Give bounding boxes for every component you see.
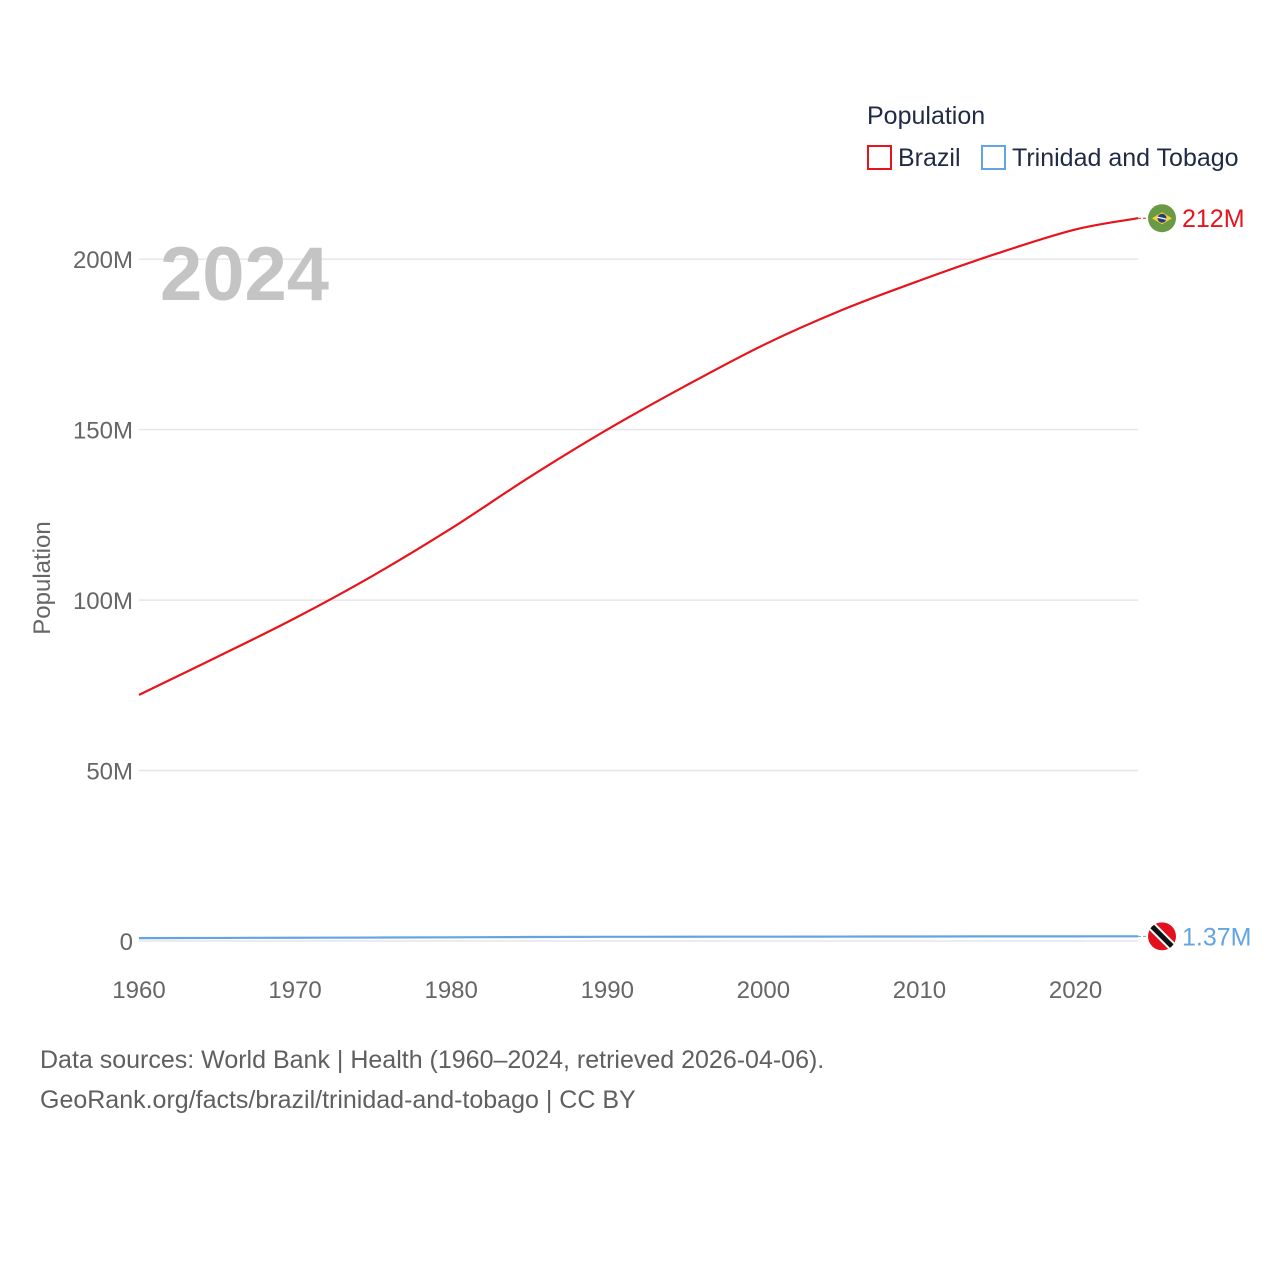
legend-swatch-brazil [867,145,892,170]
grid-lines [139,258,1138,942]
y-axis-ticks: 0 50M 100M 150M 200M [73,247,133,956]
series-line-brazil[interactable] [138,217,1139,696]
end-value-label-trinidad-and-tobago: 1.37M [1182,923,1251,951]
legend-title: Population [867,102,985,130]
legend: Population Brazil Trinidad and Tobago [867,102,1239,172]
series-line-trinidad-and-tobago[interactable] [138,935,1139,940]
x-tick-label: 2020 [1049,977,1102,1004]
x-tick-label: 2010 [893,977,946,1004]
legend-label-trinidad-and-tobago: Trinidad and Tobago [1012,144,1239,172]
end-value-label-brazil: 212M [1182,205,1245,233]
legend-item-trinidad-and-tobago[interactable]: Trinidad and Tobago [981,144,1239,172]
footer: Data sources: World Bank | Health (1960–… [40,1040,824,1120]
data-sources-text: Data sources: World Bank | Health (1960–… [40,1046,825,1074]
series-endpoints: 212M 1.37M [1138,204,1251,951]
y-tick-label: 0 [120,929,133,956]
y-tick-label: 150M [73,418,133,445]
x-tick-label: 2000 [737,977,790,1004]
brazil-flag-icon [1148,204,1176,233]
legend-item-brazil[interactable]: Brazil [867,144,961,172]
source-link[interactable]: GeoRank.org/facts/brazil/trinidad-and-to… [40,1086,636,1114]
x-tick-label: 1980 [424,977,477,1004]
x-tick-label: 1970 [268,977,321,1004]
population-chart: 0 50M 100M 150M 200M 1960 1970 1980 1990 2000 201… [29,102,1251,1004]
y-tick-label: 200M [73,247,133,274]
x-tick-label: 1990 [581,977,634,1004]
x-axis-ticks: 1960 1970 1980 1990 2000 2010 2020 [112,977,1102,1004]
y-tick-label: 100M [73,588,133,615]
legend-swatch-trinidad-and-tobago [981,145,1006,170]
y-tick-label: 50M [86,759,133,786]
legend-label-brazil: Brazil [898,144,961,172]
y-axis-label: Population [29,521,56,634]
trinidad-and-tobago-flag-icon [1148,922,1176,951]
x-tick-label: 1960 [112,977,165,1004]
current-year-label: 2024 [160,232,329,317]
series-lines [138,217,1139,940]
